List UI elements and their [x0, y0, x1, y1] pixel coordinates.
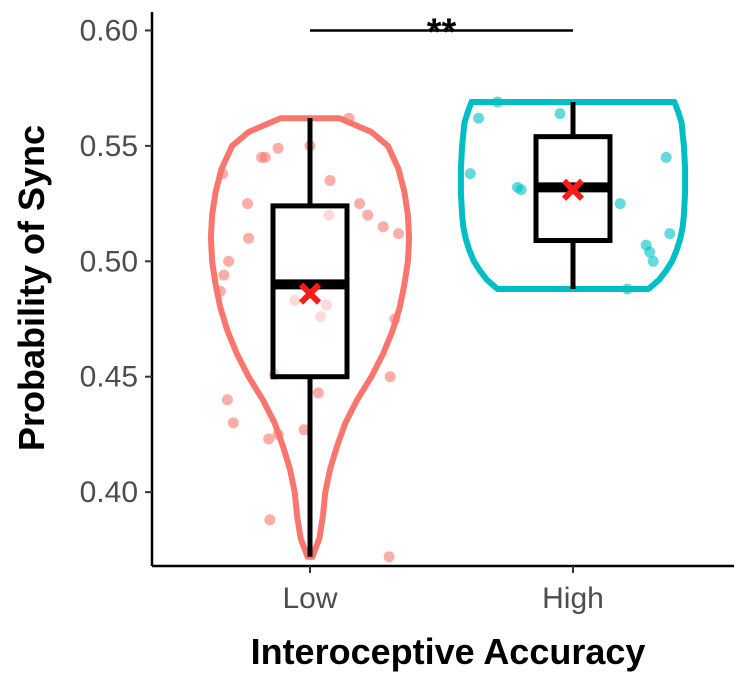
y-tick-label: 0.55	[80, 130, 138, 163]
data-point	[660, 151, 672, 163]
mean-marker	[561, 178, 585, 201]
data-point	[492, 96, 503, 108]
data-point	[218, 269, 230, 281]
x-ticks: Low High	[282, 566, 604, 615]
data-point	[383, 551, 395, 563]
x-tick-label: High	[542, 582, 604, 615]
y-tick-label: 0.60	[80, 14, 138, 47]
axes	[150, 12, 734, 568]
data-point	[243, 232, 255, 244]
data-point	[362, 209, 374, 221]
y-tick-label: 0.45	[80, 361, 138, 394]
data-point	[614, 198, 626, 210]
data-point	[464, 168, 476, 180]
violin-high	[457, 99, 689, 292]
data-point	[389, 313, 401, 325]
data-point	[242, 198, 253, 210]
data-point	[256, 151, 268, 163]
mean-markers	[298, 178, 585, 305]
data-point	[554, 108, 566, 120]
data-point	[384, 371, 396, 383]
data-point	[354, 198, 366, 210]
significance-annotation: **	[310, 11, 573, 53]
violins	[207, 99, 689, 560]
x-axis-title: Interoceptive Accuracy	[251, 631, 646, 672]
data-point	[227, 417, 239, 429]
x-tick-label: Low	[282, 582, 337, 615]
data-point	[221, 394, 233, 406]
data-point	[217, 168, 229, 180]
data-point	[263, 433, 275, 445]
data-point	[473, 112, 485, 124]
data-point	[298, 424, 310, 436]
data-point	[393, 228, 404, 240]
data-point	[664, 228, 676, 240]
box-plots	[270, 102, 613, 557]
data-point	[264, 514, 276, 526]
y-ticks: 0.40 0.45 0.50 0.55 0.60	[80, 14, 152, 509]
data-point	[214, 285, 226, 297]
violin-low	[207, 115, 413, 560]
data-point	[621, 283, 633, 295]
data-point	[377, 221, 389, 233]
y-tick-label: 0.40	[80, 476, 138, 509]
data-point	[312, 387, 324, 399]
significance-label: **	[427, 11, 457, 53]
data-point	[515, 184, 527, 196]
data-point	[324, 175, 336, 186]
data-point	[644, 246, 656, 258]
data-point	[343, 112, 355, 124]
data-point	[272, 142, 284, 154]
data-point	[647, 255, 659, 267]
y-tick-label: 0.50	[80, 245, 138, 278]
data-point	[272, 428, 284, 440]
mean-marker	[298, 282, 322, 305]
y-axis-title: Probability of Sync	[11, 125, 52, 451]
data-point	[223, 255, 235, 267]
